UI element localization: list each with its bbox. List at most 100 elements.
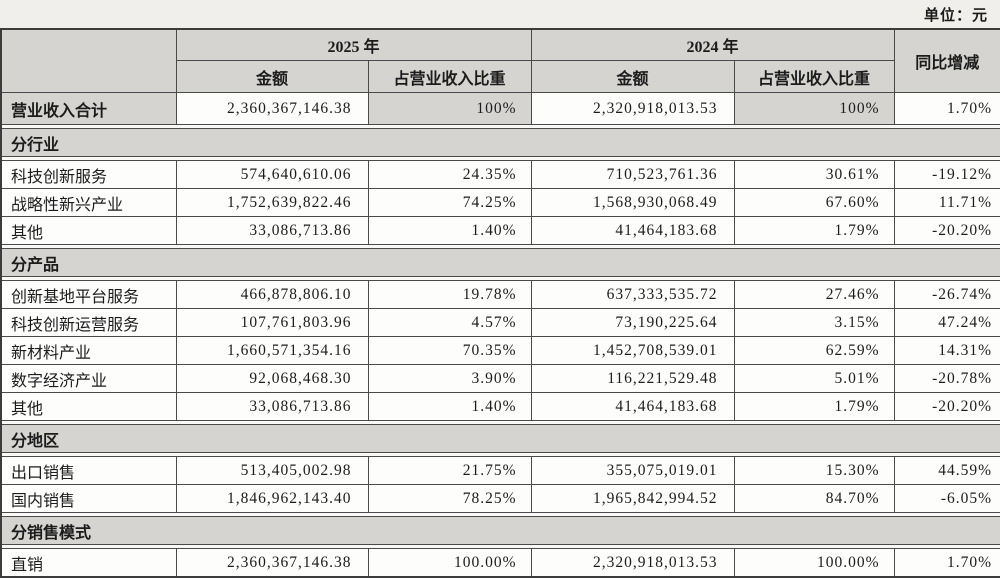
row-label: 直销 [0, 548, 177, 578]
ratio-2024-cell: 30.61% [733, 160, 895, 189]
ratio-2025-cell: 24.35% [367, 160, 532, 189]
amount-2025-cell: 33,086,713.86 [175, 392, 369, 421]
ratio-2025-cell: 78.25% [367, 484, 532, 513]
ratio-2024-cell: 1.79% [733, 216, 895, 245]
ratio-2025-header: 占营业收入比重 [367, 60, 532, 93]
yoy-cell: -20.78% [893, 364, 1000, 393]
row-label: 战略性新兴产业 [0, 188, 177, 217]
amount-2025-cell: 466,878,806.10 [175, 280, 369, 309]
unit-label: 单位：元 [923, 8, 988, 24]
row-label: 创新基地平台服务 [0, 280, 177, 309]
section-label: 分产品 [0, 248, 1000, 277]
section-label: 分销售模式 [0, 516, 1000, 545]
corner-cell [0, 28, 177, 93]
amount-2025-cell: 1,660,571,354.16 [175, 336, 369, 365]
table-row: 科技创新服务 574,640,610.06 24.35% 710,523,761.36… [0, 160, 1000, 189]
ratio-2025-cell: 19.78% [367, 280, 532, 309]
ratio-2025-cell: 3.90% [367, 364, 532, 393]
section-label: 分行业 [0, 128, 1000, 157]
table-row: 科技创新运营服务 107,761,803.96 4.57% 73,190,225.64… [0, 308, 1000, 337]
row-label: 其他 [0, 216, 177, 245]
section-label: 分地区 [0, 424, 1000, 453]
ratio-2024-header: 占营业收入比重 [733, 60, 895, 93]
amount-2024-cell: 710,523,761.36 [530, 160, 735, 189]
yoy-cell: -6.05% [893, 484, 1000, 513]
amount-2025-cell: 574,640,610.06 [175, 160, 369, 189]
ratio-2024-cell: 100.00% [733, 548, 895, 578]
ratio-2024-cell: 5.01% [733, 364, 895, 393]
table-header-measures: 金额 占营业收入比重 金额 占营业收入比重 [1, 60, 1000, 93]
amount-2024-cell: 116,221,529.48 [530, 364, 735, 393]
amount-2025-cell: 33,086,713.86 [175, 216, 369, 245]
ratio-2024-cell: 67.60% [733, 188, 895, 217]
yoy-header: 同比增减 [893, 28, 1000, 93]
table-row: 营业收入合计 2,360,367,146.38 100% 2,320,918,013.… [0, 92, 1000, 125]
ratio-2024-cell: 62.59% [733, 336, 895, 365]
ratio-2024-cell: 27.46% [733, 280, 895, 309]
yoy-cell: -26.74% [893, 280, 1000, 309]
revenue-breakdown-table: 2025 年 2024 年 同比增减 金额 占营业收入比重 金额 占营业收入比重… [0, 28, 1000, 578]
amount-2024-cell: 355,075,019.01 [530, 456, 735, 485]
yoy-cell: -20.20% [893, 392, 1000, 421]
table-row: 直销 2,360,367,146.38 100.00% 2,320,918,013.5… [0, 548, 1000, 578]
section-row: 分行业 [0, 128, 1000, 157]
row-label: 国内销售 [0, 484, 177, 513]
table-row: 国内销售 1,846,962,143.40 78.25% 1,965,842,994.… [0, 484, 1000, 513]
section-row: 分销售模式 [0, 516, 1000, 545]
row-label: 科技创新服务 [0, 160, 177, 189]
yoy-cell: 1.70% [893, 92, 1000, 125]
amount-2025-cell: 2,360,367,146.38 [175, 548, 369, 578]
amount-2025-cell: 1,846,962,143.40 [175, 484, 369, 513]
ratio-2024-cell: 84.70% [733, 484, 895, 513]
row-label: 其他 [0, 392, 177, 421]
ratio-2025-cell: 4.57% [367, 308, 532, 337]
table-row: 数字经济产业 92,068,468.30 3.90% 116,221,529.48 5.… [0, 364, 1000, 393]
table-header-years: 2025 年 2024 年 同比增减 [0, 28, 1000, 93]
ratio-2025-cell: 21.75% [367, 456, 532, 485]
amount-2024-header: 金额 [530, 60, 735, 93]
yoy-cell: -20.20% [893, 216, 1000, 245]
ratio-2025-cell: 100% [367, 92, 532, 125]
yoy-cell: 44.59% [893, 456, 1000, 485]
ratio-2025-cell: 1.40% [367, 392, 532, 421]
year-2024-header: 2024 年 [530, 28, 895, 61]
row-label: 营业收入合计 [0, 92, 177, 125]
section-row: 分产品 [0, 248, 1000, 277]
amount-2025-header: 金额 [175, 60, 369, 93]
row-label: 出口销售 [0, 456, 177, 485]
year-2025-header: 2025 年 [175, 28, 532, 61]
amount-2025-cell: 107,761,803.96 [175, 308, 369, 337]
amount-2024-cell: 2,320,918,013.53 [530, 92, 735, 125]
amount-2024-cell: 41,464,183.68 [530, 392, 735, 421]
ratio-2025-cell: 100.00% [367, 548, 532, 578]
amount-2024-cell: 73,190,225.64 [530, 308, 735, 337]
amount-2025-cell: 2,360,367,146.38 [175, 92, 369, 125]
yoy-cell: -19.12% [893, 160, 1000, 189]
amount-2025-cell: 92,068,468.30 [175, 364, 369, 393]
yoy-cell: 14.31% [893, 336, 1000, 365]
row-label: 数字经济产业 [0, 364, 177, 393]
table-row: 新材料产业 1,660,571,354.16 70.35% 1,452,708,539… [0, 336, 1000, 365]
table-row: 创新基地平台服务 466,878,806.10 19.78% 637,333,535.… [0, 280, 1000, 309]
row-label: 科技创新运营服务 [0, 308, 177, 337]
ratio-2025-cell: 70.35% [367, 336, 532, 365]
amount-2024-cell: 1,965,842,994.52 [530, 484, 735, 513]
ratio-2025-cell: 74.25% [367, 188, 532, 217]
table-row: 其他 33,086,713.86 1.40% 41,464,183.68 1.79% -2… [0, 392, 1000, 421]
amount-2025-cell: 513,405,002.98 [175, 456, 369, 485]
amount-2025-cell: 1,752,639,822.46 [175, 188, 369, 217]
table-row: 战略性新兴产业 1,752,639,822.46 74.25% 1,568,930,0… [0, 188, 1000, 217]
table-row: 出口销售 513,405,002.98 21.75% 355,075,019.01 15… [0, 456, 1000, 485]
yoy-cell: 11.71% [893, 188, 1000, 217]
amount-2024-cell: 1,452,708,539.01 [530, 336, 735, 365]
amount-2024-cell: 1,568,930,068.49 [530, 188, 735, 217]
yoy-cell: 1.70% [893, 548, 1000, 578]
amount-2024-cell: 2,320,918,013.53 [530, 548, 735, 578]
ratio-2024-cell: 3.15% [733, 308, 895, 337]
ratio-2025-cell: 1.40% [367, 216, 532, 245]
table-row: 其他 33,086,713.86 1.40% 41,464,183.68 1.79% -2… [0, 216, 1000, 245]
ratio-2024-cell: 100% [733, 92, 895, 125]
amount-2024-cell: 41,464,183.68 [530, 216, 735, 245]
ratio-2024-cell: 1.79% [733, 392, 895, 421]
amount-2024-cell: 637,333,535.72 [530, 280, 735, 309]
